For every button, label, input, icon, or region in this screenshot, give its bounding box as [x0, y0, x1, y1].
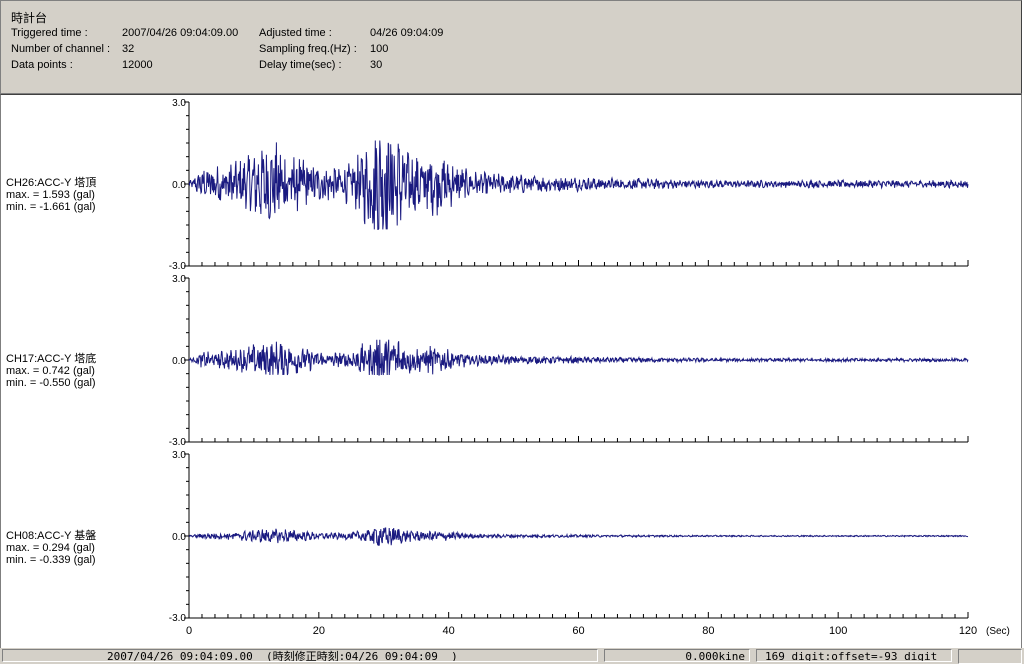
data-points-value: 12000	[122, 59, 153, 71]
channel-name: CH08:ACC-Y 基盤	[6, 530, 97, 542]
adjusted-time-label: Adjusted time :	[259, 27, 332, 39]
triggered-time-value: 2007/04/26 09:04:09.00	[122, 27, 239, 39]
x-tick-label: 120	[959, 625, 977, 637]
x-tick-label: 0	[186, 625, 192, 637]
channel-count-value: 32	[122, 43, 135, 55]
status-time: 2007/04/26 09:04:09.00 (時刻修正時刻:04/26 09:…	[2, 649, 598, 662]
waveform-series	[188, 527, 969, 547]
x-tick-label: 20	[313, 625, 325, 637]
channel-max: max. = 0.294 (gal)	[6, 542, 95, 554]
y-tick-label: 3.0	[172, 98, 186, 109]
y-tick-label: 0.0	[172, 356, 186, 367]
channel-max: max. = 1.593 (gal)	[6, 189, 95, 201]
y-tick-label: -3.0	[169, 261, 187, 272]
adjusted-time-value: 04/26 09:04:09	[370, 27, 444, 39]
status-velocity: 0.000kine	[604, 649, 750, 662]
y-tick-label: 0.0	[172, 180, 186, 191]
sampling-freq-label: Sampling freq.(Hz) :	[259, 43, 357, 55]
status-empty-pane	[958, 649, 1022, 664]
y-tick-label: 0.0	[172, 532, 186, 543]
waveform-series	[188, 140, 969, 230]
station-title: 時計台	[11, 11, 48, 25]
y-tick-label: -3.0	[169, 613, 187, 624]
record-info-header: 時計台 Triggered time : 2007/04/26 09:04:09…	[0, 0, 1022, 94]
y-tick-label: 3.0	[172, 274, 186, 285]
x-unit-label: (Sec)	[986, 626, 1010, 637]
triggered-time-label: Triggered time :	[11, 27, 88, 39]
channel-name: CH26:ACC-Y 塔頂	[6, 177, 97, 189]
waveform-plot-area: 3.0 0.0 -3.0 3.0 0.0 -3.0 3.0 0.0 -3.0 0 20 40 60 80 1…	[0, 94, 1022, 649]
channel-min: min. = -1.661 (gal)	[6, 201, 96, 213]
x-tick-label: 40	[443, 625, 455, 637]
channel-count-label: Number of channel :	[11, 43, 111, 55]
status-bar: 2007/04/26 09:04:09.00 (時刻修正時刻:04/26 09:…	[0, 648, 1024, 664]
delay-time-label: Delay time(sec) :	[259, 59, 342, 71]
delay-time-value: 30	[370, 59, 383, 71]
x-tick-label: 100	[829, 625, 847, 637]
x-tick-label: 60	[572, 625, 584, 637]
y-tick-label: -3.0	[169, 437, 187, 448]
y-tick-label: 3.0	[172, 450, 186, 461]
channel-name: CH17:ACC-Y 塔底	[6, 353, 97, 365]
data-points-label: Data points :	[11, 59, 73, 71]
x-tick-label: 80	[702, 625, 714, 637]
channel-max: max. = 0.742 (gal)	[6, 365, 95, 377]
channel-min: min. = -0.339 (gal)	[6, 554, 96, 566]
waveform-series	[188, 339, 969, 376]
channel-label-ch26: CH26:ACC-Y 塔頂 max. = 1.593 (gal) min. = …	[6, 177, 96, 213]
channel-label-ch08: CH08:ACC-Y 基盤 max. = 0.294 (gal) min. = …	[6, 530, 96, 566]
waveform-charts: 3.00.0-3.03.00.0-3.03.00.0-3.00 20 40 60 80 1…	[169, 98, 1010, 637]
channel-label-ch17: CH17:ACC-Y 塔底 max. = 0.742 (gal) min. = …	[6, 353, 96, 389]
channel-min: min. = -0.550 (gal)	[6, 377, 96, 389]
sampling-freq-value: 100	[370, 43, 389, 55]
status-digit: 169 digit:offset=-93 digit	[756, 649, 952, 662]
